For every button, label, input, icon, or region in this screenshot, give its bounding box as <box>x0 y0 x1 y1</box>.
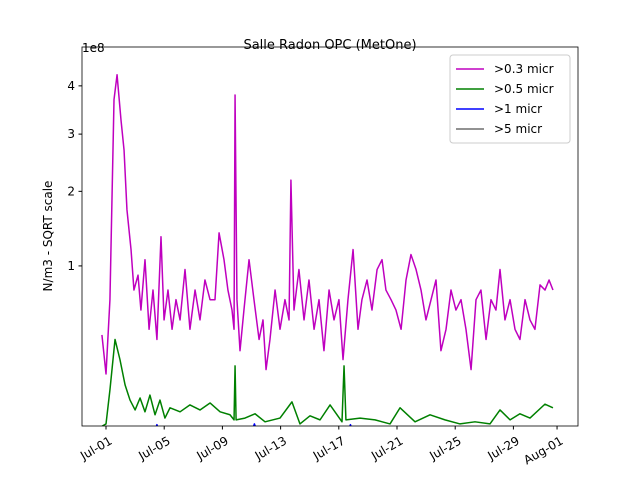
y-tick-label: 3 <box>67 127 75 141</box>
legend-label: >1 micr <box>494 102 542 116</box>
plot-lines <box>101 74 554 426</box>
y-offset-label: 1e8 <box>82 41 105 55</box>
line-series <box>101 74 554 375</box>
plot-frame <box>81 46 579 427</box>
legend-label: >0.5 micr <box>494 82 554 96</box>
y-tick-label: 2 <box>67 184 75 198</box>
y-tick-label: 4 <box>67 79 75 93</box>
chart-title: Salle Radon OPC (MetOne) <box>243 38 416 53</box>
y-tick-label: 1 <box>67 259 75 273</box>
line-series <box>101 338 554 426</box>
legend: >0.3 micr >0.5 micr >1 micr >5 micr <box>449 54 571 144</box>
legend-box <box>449 54 571 144</box>
y-axis-label: N/m3 - SQRT scale <box>41 181 55 292</box>
legend-label: >5 micr <box>494 122 542 136</box>
legend-label: >0.3 micr <box>494 62 554 76</box>
line-series <box>155 423 352 426</box>
